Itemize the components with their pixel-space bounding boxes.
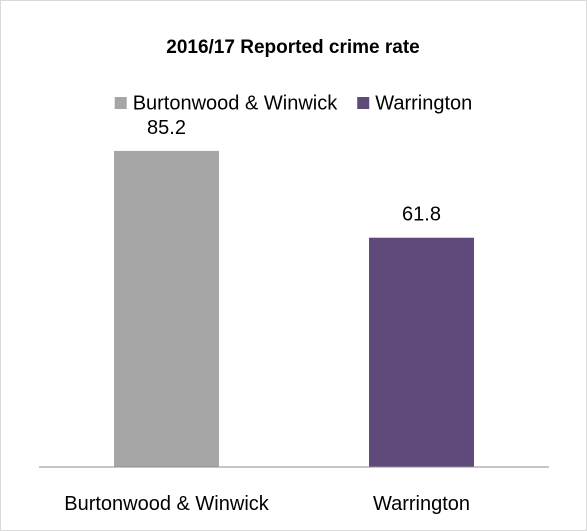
bar-1 bbox=[369, 237, 474, 467]
legend-swatch-1 bbox=[357, 97, 370, 109]
chart-title: 2016/17 Reported crime rate bbox=[166, 37, 419, 58]
bars bbox=[114, 150, 474, 467]
legend-swatch-0 bbox=[114, 97, 127, 109]
category-label-1: Warrington bbox=[373, 493, 470, 515]
category-labels: Burtonwood & Winwick Warrington bbox=[64, 493, 470, 515]
category-label-0: Burtonwood & Winwick bbox=[64, 493, 270, 515]
legend: Burtonwood & Winwick Warrington bbox=[114, 92, 472, 114]
legend-label-1: Warrington bbox=[375, 92, 472, 114]
value-label-0: 85.2 bbox=[147, 117, 186, 139]
legend-label-0: Burtonwood & Winwick bbox=[133, 92, 339, 114]
value-label-1: 61.8 bbox=[402, 204, 441, 226]
bar-0 bbox=[114, 150, 219, 467]
value-labels: 85.2 61.8 bbox=[147, 117, 441, 226]
